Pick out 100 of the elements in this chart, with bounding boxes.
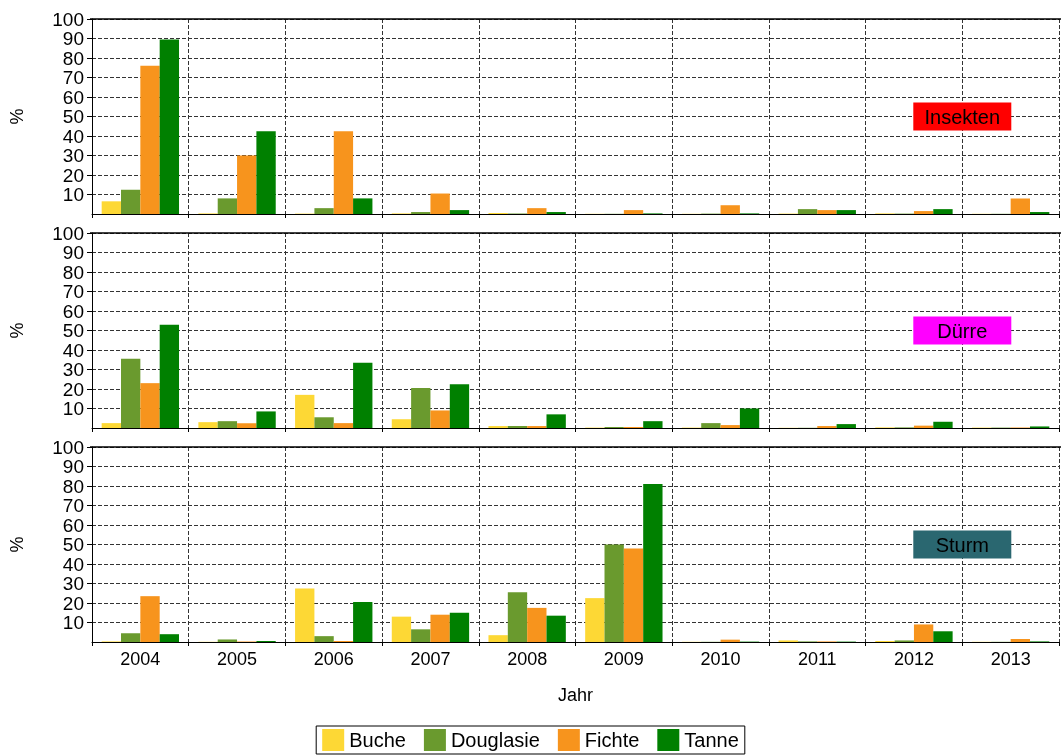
bar [623, 210, 644, 214]
legend-label: Buche [349, 729, 406, 751]
y-tick-label: 40 [62, 553, 84, 575]
bar [391, 419, 412, 428]
bar [159, 634, 180, 642]
bar [817, 210, 837, 214]
bar [913, 624, 934, 642]
bar [198, 422, 218, 428]
y-tick-label: 60 [62, 86, 84, 108]
bar [527, 208, 547, 214]
bar [411, 388, 431, 428]
y-tick-label: 20 [62, 592, 84, 614]
bar [140, 65, 160, 214]
bar [546, 615, 566, 642]
y-tick-label: 20 [62, 378, 84, 400]
y-tick-label: 30 [62, 359, 84, 380]
bar [295, 394, 315, 428]
bar [353, 362, 373, 428]
y-tick-label: 30 [62, 573, 84, 594]
bar [217, 421, 238, 428]
bar [353, 198, 373, 214]
y-tick-label: 40 [62, 125, 84, 147]
y-axis-title: % [7, 536, 27, 553]
bar [449, 612, 470, 642]
y-tick-label: 70 [62, 495, 84, 516]
bar [101, 423, 122, 428]
bar [933, 421, 953, 428]
x-axis-title: Jahr [557, 685, 594, 705]
y-tick-label: 80 [62, 47, 84, 69]
x-tick-label: 2005 [217, 649, 258, 669]
bar [121, 633, 141, 642]
x-tick-label: 2011 [797, 649, 837, 669]
bar [314, 636, 334, 642]
y-tick-label: 30 [62, 145, 84, 166]
bar [237, 423, 257, 428]
bar [527, 607, 547, 642]
y-tick-label: 100 [52, 436, 84, 458]
bar [217, 198, 238, 214]
bar [720, 425, 740, 428]
bar [159, 39, 180, 214]
legend-label: Douglasie [450, 729, 540, 751]
bar [739, 408, 760, 428]
bar [101, 201, 122, 214]
bar [159, 324, 180, 428]
bar [314, 208, 334, 214]
y-tick-label: 70 [62, 67, 84, 88]
x-tick-label: 2008 [507, 649, 548, 669]
x-tick-label: 2010 [700, 649, 741, 669]
legend-label: Fichte [584, 729, 640, 751]
y-tick-label: 80 [62, 475, 84, 497]
bar [546, 414, 566, 428]
bar [333, 423, 354, 428]
x-tick-label: 2004 [120, 649, 161, 669]
bar [430, 193, 450, 214]
y-tick-label: 100 [52, 8, 84, 30]
bar [701, 423, 721, 428]
x-tick-label: 2013 [990, 649, 1031, 669]
y-tick-label: 40 [62, 339, 84, 361]
x-tick-label: 2012 [893, 649, 934, 669]
bar [585, 598, 605, 642]
bar [430, 410, 450, 428]
y-tick-label: 60 [62, 514, 84, 536]
bar [623, 548, 644, 642]
annotation: Insekten [924, 105, 1001, 128]
bar [643, 484, 663, 642]
bar [836, 210, 856, 214]
y-tick-label: 70 [62, 281, 84, 302]
bar [449, 384, 470, 428]
y-axis-title: % [7, 108, 27, 125]
y-tick-label: 80 [62, 261, 84, 283]
bar [314, 417, 334, 428]
bar [295, 588, 315, 642]
bar [449, 210, 470, 214]
bar [643, 421, 663, 428]
annotation: Sturm [935, 533, 989, 556]
bar [391, 616, 412, 642]
y-tick-label: 20 [62, 164, 84, 186]
bar [333, 131, 354, 214]
bar [488, 635, 508, 642]
bar [121, 189, 141, 214]
bar [121, 358, 141, 428]
y-tick-label: 60 [62, 300, 84, 322]
y-tick-label: 90 [62, 28, 84, 49]
y-tick-label: 10 [62, 398, 84, 419]
y-tick-label: 50 [62, 106, 84, 127]
bar [933, 631, 953, 642]
bar [913, 211, 934, 214]
bar [1010, 639, 1030, 642]
y-tick-label: 90 [62, 456, 84, 477]
bar [1010, 198, 1030, 214]
bar [933, 209, 953, 214]
bar [217, 639, 238, 642]
bar [411, 629, 431, 642]
bar [797, 209, 818, 214]
x-tick-label: 2007 [410, 649, 451, 669]
bar [507, 592, 528, 642]
bar [237, 155, 257, 214]
bar [836, 424, 856, 428]
y-axis-title: % [7, 322, 27, 339]
bar [430, 614, 450, 642]
